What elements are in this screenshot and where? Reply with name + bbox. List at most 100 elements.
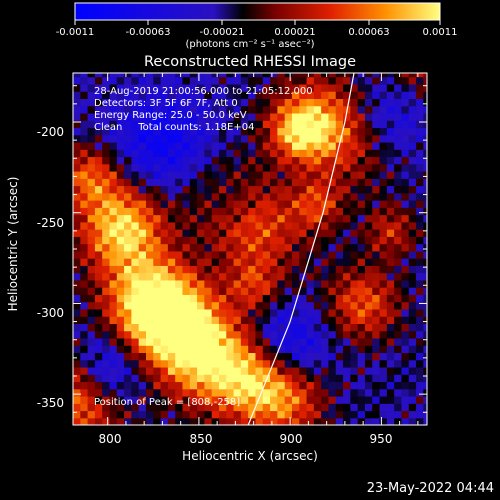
heatmap-cell (306, 91, 315, 99)
heatmap-cell (160, 236, 169, 245)
heatmap-cell (386, 98, 395, 107)
heatmap-cell (394, 403, 403, 412)
heatmap-cell (160, 200, 169, 208)
heatmap-cell (379, 337, 388, 346)
heatmap-cell (182, 337, 191, 346)
heatmap-cell (394, 250, 403, 259)
heatmap-cell (343, 359, 351, 368)
heatmap-cell (116, 272, 125, 281)
heatmap-cell (182, 156, 191, 165)
heatmap-cell (401, 192, 410, 201)
heatmap-cell (321, 323, 330, 332)
heatmap-cell (306, 374, 315, 383)
heatmap-cell (408, 388, 417, 397)
heatmap-cell (255, 287, 264, 295)
heatmap-cell (87, 294, 96, 303)
heatmap-cell (284, 214, 293, 223)
heatmap-cell (386, 192, 395, 201)
heatmap-cell (87, 359, 96, 368)
heatmap-cell (109, 214, 118, 223)
heatmap-cell (277, 294, 286, 303)
heatmap-cell (109, 243, 118, 252)
heatmap-cell (335, 236, 344, 245)
heatmap-cell (328, 76, 337, 85)
heatmap-cell (335, 301, 344, 310)
heatmap-cell (226, 250, 235, 259)
heatmap-cell (218, 359, 227, 368)
heatmap-cell (321, 301, 330, 310)
heatmap-cell (109, 330, 118, 339)
heatmap-cell (328, 316, 337, 324)
x-tick-label: 800 (98, 432, 122, 446)
heatmap-cell (109, 76, 118, 85)
heatmap-cell (372, 141, 381, 150)
heatmap-cell (291, 127, 300, 136)
heatmap-cell (218, 105, 227, 114)
heatmap-cell (80, 395, 89, 404)
heatmap-cell (306, 236, 315, 245)
heatmap-cell (94, 301, 103, 310)
heatmap-cell (204, 316, 213, 324)
heatmap-cell (306, 200, 315, 208)
heatmap-cell (291, 229, 300, 237)
heatmap-cell (335, 258, 344, 266)
heatmap-cell (153, 134, 162, 143)
heatmap-cell (233, 83, 242, 92)
heatmap-cell (291, 374, 300, 383)
heatmap-cell (226, 163, 235, 172)
heatmap-cell (109, 258, 118, 266)
heatmap-cell (124, 76, 132, 85)
heatmap-cell (138, 345, 147, 354)
heatmap-cell (284, 156, 293, 165)
heatmap-cell (109, 134, 118, 143)
heatmap-cell (306, 127, 315, 136)
heatmap-cell (386, 120, 395, 129)
heatmap-cell (394, 178, 403, 187)
heatmap-cell (189, 73, 198, 78)
heatmap-cell (386, 156, 395, 165)
heatmap-cell (262, 417, 271, 425)
heatmap-cell (138, 374, 147, 383)
heatmap-cell (197, 323, 205, 332)
heatmap-cell (357, 178, 366, 187)
heatmap-cell (218, 265, 227, 274)
heatmap-cell (189, 388, 198, 397)
heatmap-cell (357, 149, 366, 158)
heatmap-cell (138, 330, 147, 339)
heatmap-cell (116, 403, 125, 412)
heatmap-cell (240, 127, 249, 136)
heatmap-cell (284, 301, 293, 310)
heatmap-cell (73, 76, 81, 85)
heatmap-cell (167, 366, 176, 375)
heatmap-cell (423, 112, 427, 121)
heatmap-cell (218, 337, 227, 346)
heatmap-cell (306, 141, 315, 150)
heatmap-cell (218, 76, 227, 85)
heatmap-cell (379, 395, 388, 404)
heatmap-cell (175, 98, 184, 107)
heatmap-cell (262, 178, 271, 187)
heatmap-cell (204, 403, 213, 412)
heatmap-cell (218, 156, 227, 165)
heatmap-cell (240, 417, 249, 425)
heatmap-cell (167, 301, 176, 310)
heatmap-cell (204, 207, 213, 216)
heatmap-cell (408, 105, 417, 114)
heatmap-cell (423, 243, 427, 252)
heatmap-cell (255, 134, 264, 143)
heatmap-cell (416, 127, 424, 136)
heatmap-cell (124, 163, 132, 172)
heatmap-cell (357, 76, 366, 85)
heatmap-cell (423, 229, 427, 237)
colorbar-tick-label: 0.0011 (422, 27, 458, 38)
heatmap-cell (357, 403, 366, 412)
heatmap-cell (321, 76, 330, 85)
heatmap-cell (386, 316, 395, 324)
heatmap-cell (350, 91, 359, 99)
heatmap-cell (204, 127, 213, 136)
heatmap-cell (211, 345, 220, 354)
heatmap-cell (343, 337, 351, 346)
heatmap-cell (262, 229, 271, 237)
heatmap-cell (255, 156, 264, 165)
heatmap-cell (211, 120, 220, 129)
